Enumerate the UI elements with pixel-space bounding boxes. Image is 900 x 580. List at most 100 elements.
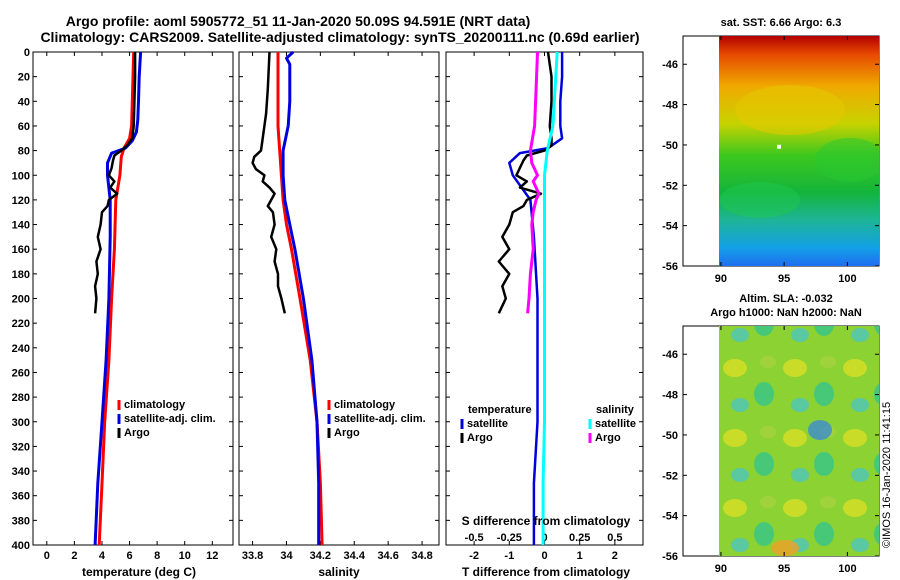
salinity-panel: 33.8 34 34.2 34.4 34.6 34.8 climatology satell… xyxy=(238,50,440,579)
xtick-label: 10 xyxy=(179,550,191,562)
title-line-2: Climatology: CARS2009. Satellite-adjuste… xyxy=(40,29,639,45)
xtick-label: 2 xyxy=(71,550,77,562)
ytick-label: 120 xyxy=(12,195,30,207)
argo-location-marker xyxy=(776,144,781,149)
salinity-ticks: 33.8 34 34.2 34.4 34.6 34.8 xyxy=(239,51,439,562)
difference-series xyxy=(497,51,564,545)
map-ytick-label: -48 xyxy=(662,100,678,112)
ytick-label: 200 xyxy=(12,294,30,306)
ytick-label: 220 xyxy=(12,318,30,330)
ytick-label: 20 xyxy=(18,72,30,84)
difference-panel: -2 -1 0 1 2-0.5 -0.25 0 0.25 0.5 temperature sali… xyxy=(445,51,644,579)
xtick-label: 34.4 xyxy=(344,550,366,562)
sla-map-title: Altim. SLA: -0.032 xyxy=(739,293,833,305)
legend-label: climatology xyxy=(334,399,396,411)
s-xtick-label: -0.25 xyxy=(497,532,522,544)
xtick-label: 34.6 xyxy=(377,550,398,562)
xtick-label: 2 xyxy=(612,550,618,562)
temperature-panel: 0204060801001201401601802002202402602803… xyxy=(12,47,234,579)
sla-field xyxy=(719,326,879,556)
legend-label: climatology xyxy=(124,399,186,411)
xtick-label: 8 xyxy=(154,550,160,562)
series-line-s-satellite xyxy=(541,51,559,545)
map-ytick-label: -46 xyxy=(662,349,678,361)
map-ytick-label: -56 xyxy=(662,551,678,563)
xtick-label: 34.2 xyxy=(310,550,331,562)
xtick-label: -1 xyxy=(504,550,514,562)
legend-label: Argo xyxy=(334,427,360,439)
difference-ticks: -2 -1 0 1 2-0.5 -0.25 0 0.25 0.5 xyxy=(446,51,643,562)
map-xtick-label: 95 xyxy=(778,273,790,285)
map-xtick-label: 95 xyxy=(778,563,790,575)
title-line-1: Argo profile: aoml 5905772_51 11-Jan-202… xyxy=(66,13,531,29)
xtick-label: 34.8 xyxy=(411,550,432,562)
sst-cool-patch xyxy=(720,182,800,218)
map-ytick-label: -52 xyxy=(662,470,678,482)
xtick-label: 6 xyxy=(126,550,132,562)
sst-map-panel: sat. SST: 6.66 Argo: 6.3 -46 -48 -50 -52 -54… xyxy=(662,17,880,285)
ytick-label: 0 xyxy=(24,47,30,59)
sla-low-patch xyxy=(808,420,832,440)
sla-map-panel: Altim. SLA: -0.032 Argo h1000: NaN h2000… xyxy=(662,293,880,575)
ytick-label: 160 xyxy=(12,244,30,256)
ytick-label: 240 xyxy=(12,343,30,355)
sst-map-ticks: -46 -48 -50 -52 -54 -56 90 95 100 xyxy=(662,36,879,285)
ytick-label: 360 xyxy=(12,491,30,503)
sla-heatmap xyxy=(719,326,879,556)
s-xtick-label: -0.5 xyxy=(465,532,484,544)
series-line-satellite-adj-clim- xyxy=(93,51,143,546)
series-line-t-satellite xyxy=(508,52,564,545)
map-xtick-label: 90 xyxy=(715,273,727,285)
map-xtick-label: 100 xyxy=(838,563,856,575)
ytick-label: 100 xyxy=(12,170,30,182)
map-ytick-label: -54 xyxy=(662,221,679,233)
ytick-label: 260 xyxy=(12,367,30,379)
sla-high-patch xyxy=(771,540,799,556)
ytick-label: 140 xyxy=(12,220,30,232)
legend-label: Argo xyxy=(124,427,150,439)
sst-map-title: sat. SST: 6.66 Argo: 6.3 xyxy=(721,17,842,29)
sla-map-subtitle: Argo h1000: NaN h2000: NaN xyxy=(710,307,862,319)
series-line-satellite-adj-clim- xyxy=(281,50,321,545)
map-ytick-label: -50 xyxy=(662,430,678,442)
salinity-legend: climatology satellite-adj. clim. Argo xyxy=(327,399,426,439)
salinity-axes-box xyxy=(238,51,440,546)
difference-legend: temperature salinity satellite Argo satellit… xyxy=(460,404,636,444)
ytick-label: 60 xyxy=(18,121,30,133)
series-line-climatology xyxy=(97,51,136,546)
legend-title-temperature: temperature xyxy=(468,404,532,416)
map-ytick-label: -48 xyxy=(662,390,678,402)
s-difference-label: S difference from climatology xyxy=(462,514,631,528)
xtick-label: 4 xyxy=(99,550,106,562)
map-ytick-label: -50 xyxy=(662,140,678,152)
temperature-legend: climatology satellite-adj. clim. Argo xyxy=(117,399,216,439)
ytick-label: 400 xyxy=(12,540,30,552)
xtick-label: 1 xyxy=(577,550,583,562)
sla-map-ticks: -46 -48 -50 -52 -54 -56 90 95 100 xyxy=(662,326,879,575)
temperature-ticks: 0204060801001201401601802002202402602803… xyxy=(12,47,233,562)
temperature-xlabel: temperature (deg C) xyxy=(82,565,196,579)
map-xtick-label: 90 xyxy=(715,563,727,575)
map-xtick-label: 100 xyxy=(838,273,856,285)
ytick-label: 280 xyxy=(12,392,30,404)
xtick-label: 33.8 xyxy=(242,550,263,562)
xtick-label: 34 xyxy=(280,550,293,562)
legend-label: satellite-adj. clim. xyxy=(124,413,216,425)
ytick-label: 80 xyxy=(18,146,30,158)
legend-label: satellite-adj. clim. xyxy=(334,413,426,425)
legend-label: Argo xyxy=(595,432,621,444)
sst-warm-patch xyxy=(735,85,845,135)
imos-watermark: ©IMOS 16-Jan-2020 11:41:15 xyxy=(881,402,893,548)
ytick-label: 380 xyxy=(12,515,30,527)
legend-label: Argo xyxy=(467,432,493,444)
xtick-label: 12 xyxy=(206,550,218,562)
xtick-label: 0 xyxy=(44,550,50,562)
series-line-s-argo xyxy=(526,51,541,314)
legend-label: satellite xyxy=(467,418,508,430)
map-ytick-label: -56 xyxy=(662,261,678,273)
s-xtick-label: 0.25 xyxy=(569,532,590,544)
temperature-series xyxy=(93,51,143,546)
ytick-label: 300 xyxy=(12,417,30,429)
t-difference-xlabel: T difference from climatology xyxy=(462,565,630,579)
map-ytick-label: -52 xyxy=(662,180,678,192)
